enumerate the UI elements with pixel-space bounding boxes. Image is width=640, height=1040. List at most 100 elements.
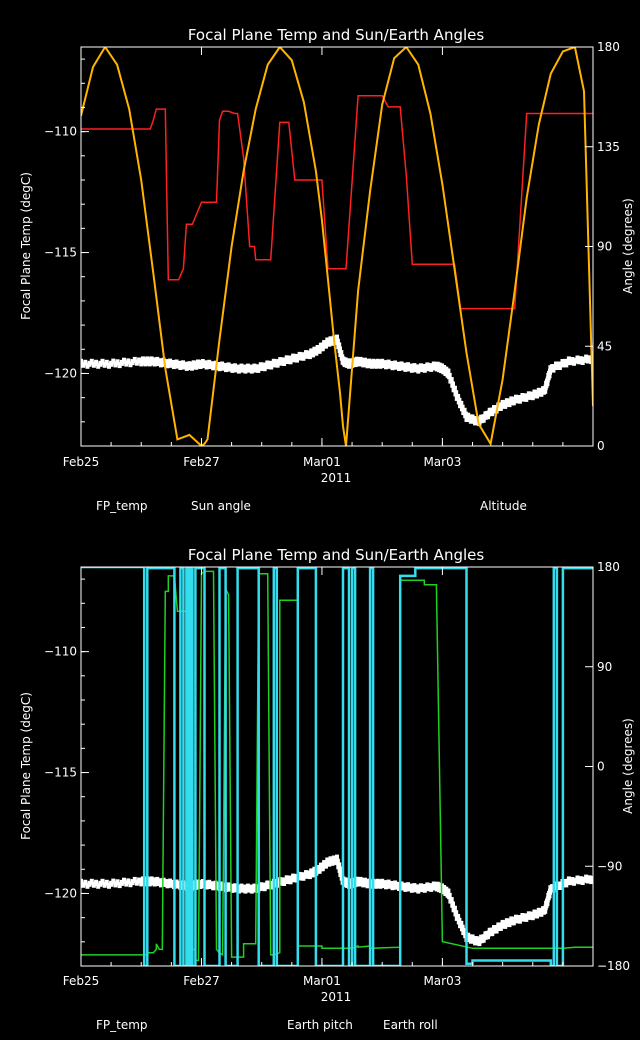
fp-temp-point bbox=[454, 910, 459, 917]
fp-temp-point bbox=[87, 880, 92, 887]
fp-temp-point bbox=[591, 875, 593, 882]
y2-axis-label: Angle (degrees) bbox=[621, 198, 635, 294]
fp-temp-point bbox=[406, 882, 410, 889]
y-tick-label: −115 bbox=[44, 246, 77, 260]
fp-temp-point bbox=[102, 881, 107, 888]
fp-temp-point bbox=[380, 878, 385, 885]
fp-temp-point bbox=[124, 880, 129, 887]
fp-temp-point bbox=[181, 360, 185, 367]
fp-temp-point bbox=[113, 361, 118, 368]
fp-temp-point bbox=[170, 360, 175, 366]
fp-temp-point bbox=[130, 359, 135, 366]
y-axis-label: Focal Plane Temp (degC) bbox=[19, 692, 33, 840]
fp-temp-point bbox=[113, 881, 118, 888]
y-axis-label: Focal Plane Temp (degC) bbox=[19, 172, 33, 320]
fp-temp-point bbox=[220, 361, 225, 368]
legend-earth-roll: Earth roll bbox=[383, 1018, 438, 1032]
fp-temp-point bbox=[454, 390, 459, 397]
fp-temp-point bbox=[226, 882, 231, 889]
fp-temp-point bbox=[229, 363, 234, 370]
fp-temp-point bbox=[122, 357, 126, 364]
series-earth-roll-line bbox=[81, 567, 593, 966]
fp-temp-point bbox=[335, 334, 339, 341]
fp-temp-point bbox=[386, 879, 391, 886]
chart-earth-pitch-roll: Focal Plane Temp and Sun/Earth Angles 20… bbox=[19, 546, 635, 1032]
fp-temp-point bbox=[164, 879, 169, 886]
fp-temp-point bbox=[207, 359, 212, 366]
chart-title: Focal Plane Temp and Sun/Earth Angles bbox=[188, 546, 485, 564]
y2-tick-label: 45 bbox=[597, 339, 612, 353]
fp-temp-point bbox=[83, 359, 88, 366]
fp-temp-point bbox=[170, 880, 175, 886]
fp-temp-point bbox=[203, 360, 208, 367]
fp-temp-point bbox=[389, 881, 394, 887]
fp-temp-point bbox=[220, 881, 225, 888]
fp-temp-point bbox=[209, 361, 214, 368]
fp-temp-point bbox=[462, 927, 467, 934]
fp-temp-point bbox=[122, 877, 126, 884]
fp-temp-point bbox=[233, 363, 237, 370]
fp-temp-point bbox=[117, 882, 122, 889]
y2-tick-label: 90 bbox=[597, 660, 612, 674]
fp-temp-point bbox=[100, 878, 105, 885]
fp-temp-point bbox=[545, 900, 550, 907]
x-tick-label: Mar01 bbox=[303, 455, 341, 469]
fp-temp-point bbox=[452, 385, 457, 392]
fp-temp-point bbox=[177, 880, 182, 887]
y2-tick-label: −90 bbox=[597, 859, 622, 873]
fp-temp-point bbox=[380, 358, 385, 365]
fp-temp-point bbox=[132, 876, 137, 883]
fp-temp-point bbox=[393, 360, 398, 367]
fp-temp-point bbox=[451, 901, 455, 908]
fp-temp-point bbox=[457, 917, 462, 924]
fp-temp-point bbox=[337, 862, 342, 869]
fp-temp-point bbox=[226, 362, 231, 369]
x-tick-label: Mar01 bbox=[303, 974, 341, 988]
fp-temp-point bbox=[337, 342, 342, 349]
series-earth-pitch-line bbox=[81, 570, 593, 962]
fp-temp-point bbox=[104, 359, 109, 366]
fp-temp-point bbox=[111, 358, 116, 365]
fp-temp-point bbox=[543, 907, 548, 914]
fp-temp-point bbox=[547, 372, 552, 379]
chart-title: Focal Plane Temp and Sun/Earth Angles bbox=[188, 26, 485, 44]
fp-temp-point bbox=[402, 362, 407, 369]
fp-temp-point bbox=[85, 362, 90, 369]
fp-temp-point bbox=[415, 364, 419, 371]
fp-temp-point bbox=[457, 397, 462, 404]
chart-sun-altitude: Focal Plane Temp and Sun/Earth Angles 20… bbox=[19, 26, 635, 513]
fp-temp-point bbox=[164, 359, 169, 366]
fp-temp-point bbox=[85, 882, 90, 889]
fp-temp-point bbox=[460, 404, 465, 411]
fp-temp-point bbox=[168, 878, 173, 885]
fp-temp-point bbox=[382, 360, 387, 367]
fp-temp-point bbox=[339, 350, 344, 357]
fp-temp-point bbox=[415, 884, 419, 891]
fp-temp-point bbox=[102, 361, 107, 368]
legend-fp-temp: FP_temp bbox=[96, 1018, 148, 1032]
fp-temp-point bbox=[91, 881, 96, 888]
fp-temp-point bbox=[174, 359, 179, 366]
fp-temp-point bbox=[96, 882, 101, 889]
y-tick-label: −120 bbox=[44, 886, 77, 900]
fp-temp-point bbox=[81, 881, 86, 888]
fp-temp-point bbox=[446, 368, 451, 375]
fp-temp-point bbox=[155, 876, 160, 883]
fp-temp-point bbox=[462, 407, 467, 414]
legend-fp-temp: FP_temp bbox=[96, 499, 148, 513]
fp-temp-point bbox=[335, 338, 340, 345]
fp-temp-point bbox=[109, 360, 114, 367]
fp-temp-point bbox=[399, 881, 404, 888]
fp-temp-point bbox=[98, 360, 103, 367]
fp-temp-point bbox=[168, 358, 173, 365]
fp-temp-point bbox=[119, 879, 124, 886]
y2-tick-label: 180 bbox=[597, 560, 620, 574]
fp-temp-point bbox=[339, 870, 344, 877]
fp-temp-point bbox=[338, 346, 342, 353]
x-tick-label: Mar03 bbox=[423, 455, 461, 469]
fp-temp-point bbox=[151, 877, 156, 884]
series-altitude-line bbox=[81, 47, 593, 446]
fp-temp-point bbox=[89, 878, 94, 885]
fp-temp-point bbox=[107, 362, 111, 369]
y2-axis-label: Angle (degrees) bbox=[621, 718, 635, 814]
